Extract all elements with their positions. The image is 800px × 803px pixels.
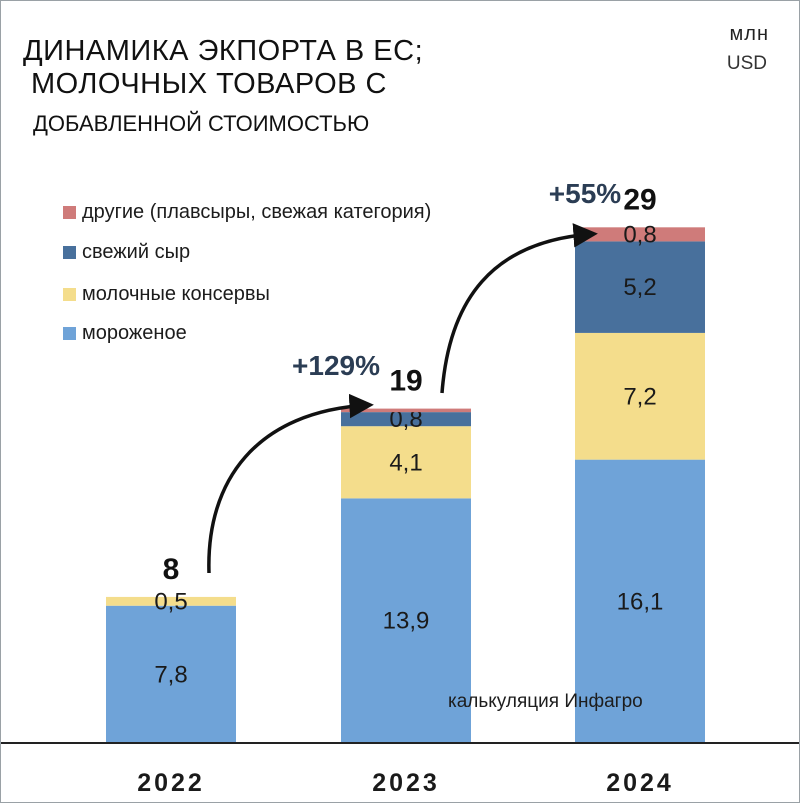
legend-swatch-ice-cream — [63, 327, 76, 340]
data-label-canned-2022: 0,5 — [154, 588, 187, 615]
bar-ice-cream-2022 — [106, 605, 236, 743]
unit-label: млн — [729, 23, 769, 45]
data-label-canned-2023: 4,1 — [389, 449, 422, 476]
growth-arrow-2022-2023 — [207, 393, 374, 574]
growth-label-2022-2023: +129% — [292, 350, 380, 381]
source-note: калькуляция Инфагро — [448, 691, 643, 712]
growth-label-2023-2024: +55% — [549, 178, 621, 209]
total-label-2022: 8 — [163, 553, 180, 586]
bar-fresh-cheese-2024 — [575, 241, 705, 333]
legend-label-ice-cream: мороженое — [82, 322, 187, 344]
chart-title-line-2: МОЛОЧНЫХ ТОВАРОВ С — [31, 68, 387, 100]
legend-swatch-other — [63, 206, 76, 219]
currency-label: USD — [726, 53, 767, 74]
legend-label-canned: молочные консервы — [82, 283, 270, 305]
legend-item-canned: молочные консервы — [63, 283, 270, 306]
legend-swatch-fresh-cheese — [63, 246, 76, 259]
chart-title-line-1: ДИНАМИКА ЭКПОРТА В ЕС; — [23, 35, 424, 67]
growth-arrow-2023-2024 — [440, 223, 598, 394]
x-tick-2024: 2024 — [606, 769, 674, 797]
data-label-fresh-cheese-2024: 5,2 — [623, 274, 656, 301]
x-tick-2022: 2022 — [137, 769, 205, 797]
legend-label-other: другие (плавсыры, свежая категория) — [82, 201, 432, 223]
legend-item-other: другие (плавсыры, свежая категория) — [63, 201, 431, 224]
chart-title-line-3: ДОБАВЛЕННОЙ СТОИМОСТЬЮ — [33, 111, 370, 136]
bar-ice-cream-2023 — [341, 498, 471, 743]
bar-canned-2024 — [575, 332, 705, 460]
legend-item-ice-cream: мороженое — [63, 322, 187, 345]
data-label-canned-2024: 7,2 — [623, 383, 656, 410]
legend-swatch-canned — [63, 288, 76, 301]
bar-other-2023 — [341, 408, 471, 413]
bar-canned-2023 — [341, 426, 471, 499]
bar-other-2024 — [575, 227, 705, 242]
legend-item-fresh-cheese: свежий сыр — [63, 241, 190, 264]
data-label-other-2024: 0,8 — [623, 221, 656, 248]
total-label-2024: 29 — [623, 183, 656, 216]
x-tick-2023: 2023 — [372, 769, 440, 797]
data-label-ice-cream-2023: 13,9 — [383, 608, 430, 635]
bar-canned-2022 — [106, 596, 236, 606]
legend-label-fresh-cheese: свежий сыр — [82, 241, 191, 263]
total-label-2023: 19 — [389, 365, 422, 398]
bar-ice-cream-2024 — [575, 459, 705, 743]
data-label-ice-cream-2024: 16,1 — [617, 588, 664, 615]
data-label-ice-cream-2022: 7,8 — [154, 661, 187, 688]
